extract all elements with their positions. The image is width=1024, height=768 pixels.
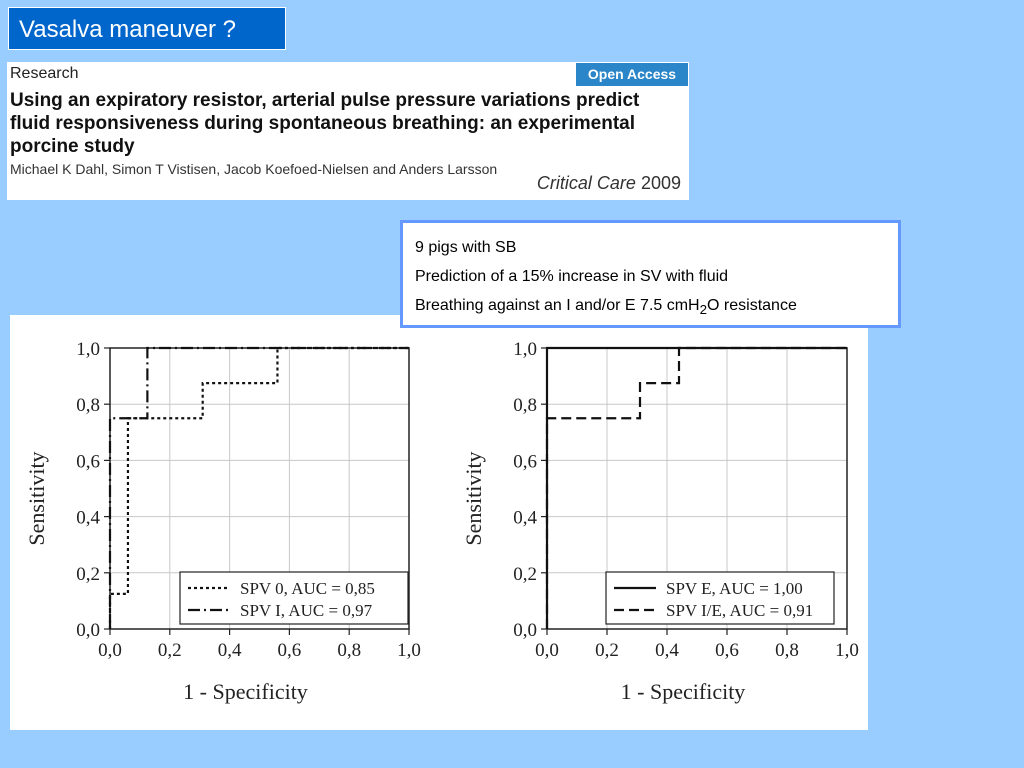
x-tick-label: 0,0 [535, 640, 559, 661]
info-line-3-subscript: 2 [699, 302, 708, 318]
paper-authors: Michael K Dahl, Simon T Vistisen, Jacob … [10, 161, 498, 177]
legend-entry: SPV I, AUC = 0,97 [240, 601, 373, 620]
paper-title: Using an expiratory resistor, arterial p… [10, 90, 640, 157]
x-axis-label: 1 - Specificity [183, 679, 308, 704]
paper-journal: Critical Care 2009 [537, 173, 681, 194]
legend-entry: SPV 0, AUC = 0,85 [240, 579, 375, 598]
series-line-2 [545, 346, 847, 629]
x-tick-label: 0,0 [98, 640, 122, 661]
open-access-badge: Open Access [576, 63, 688, 86]
y-tick-label: 0,2 [513, 564, 537, 585]
y-tick-label: 0,8 [513, 395, 537, 416]
info-line-2: Prediction of a 15% increase in SV with … [415, 268, 729, 285]
legend-box [605, 571, 835, 625]
x-tick-label: 0,8 [337, 640, 361, 661]
y-tick-label: 0,8 [76, 395, 100, 416]
x-tick-label: 0,4 [218, 640, 242, 661]
y-axis-label: Sensitivity [461, 451, 486, 545]
paper-header: Research Open Access Using an expiratory… [7, 62, 689, 200]
x-tick-label: 0,2 [158, 640, 182, 661]
y-tick-label: 1,0 [513, 339, 537, 360]
x-tick-label: 0,4 [655, 640, 679, 661]
x-tick-label: 0,6 [715, 640, 739, 661]
info-line-3: Breathing against an I and/or E 7.5 cmH2… [415, 291, 886, 324]
paper-section-label: Research [10, 65, 79, 82]
slide-title: Vasalva maneuver ? [8, 7, 286, 50]
x-tick-label: 1,0 [835, 640, 859, 661]
y-tick-label: 0,0 [76, 620, 100, 641]
legend-box [179, 571, 409, 625]
y-tick-label: 0,2 [76, 564, 100, 585]
y-tick-label: 0,6 [513, 451, 537, 472]
x-tick-label: 0,8 [775, 640, 799, 661]
legend-entry: SPV I/E, AUC = 0,91 [666, 601, 813, 620]
chart-legend: SPV E, AUC = 1,00 SPV I/E, AUC = 0,91 [605, 571, 835, 625]
legend-entry: SPV E, AUC = 1,00 [666, 579, 803, 598]
y-axis-label: Sensitivity [24, 451, 49, 545]
series-line-2 [108, 346, 409, 629]
roc-charts-svg: 0,0 0,2 0,4 0,6 0,8 1,0 0,0 0,2 0,4 0,6 0,8 1,0 1 - … [24, 339, 859, 704]
info-line-3-main: Breathing against an I and/or E 7.5 cmH [415, 297, 700, 314]
info-line-3-end: O resistance [707, 297, 797, 314]
y-tick-label: 0,4 [76, 508, 100, 529]
x-tick-label: 1,0 [397, 640, 421, 661]
chart-legend: SPV 0, AUC = 0,85 SPV I, AUC = 0,97 [179, 571, 409, 625]
y-tick-label: 0,6 [76, 451, 100, 472]
y-tick-label: 1,0 [76, 339, 100, 360]
roc-chart-1: 0,0 0,2 0,4 0,6 0,8 1,0 0,0 0,2 0,4 0,6 0,8 1,0 1 - … [24, 339, 421, 704]
journal-name: Critical Care [536, 173, 636, 193]
journal-year: 2009 [640, 173, 681, 193]
roc-charts-panel: 0,0 0,2 0,4 0,6 0,8 1,0 0,0 0,2 0,4 0,6 0,8 1,0 1 - … [10, 315, 868, 730]
y-tick-label: 0,0 [513, 620, 537, 641]
x-tick-label: 0,2 [595, 640, 619, 661]
roc-chart-2: 0,0 0,2 0,4 0,6 0,8 1,0 0,0 0,2 0,4 0,6 0,8 1,0 1 - … [461, 339, 859, 704]
x-axis-label: 1 - Specificity [621, 679, 746, 704]
info-line-1: 9 pigs with SB [415, 239, 517, 256]
x-tick-label: 0,6 [278, 640, 302, 661]
y-tick-label: 0,4 [513, 508, 537, 529]
study-info-box: 9 pigs with SB Prediction of a 15% incre… [400, 220, 901, 328]
